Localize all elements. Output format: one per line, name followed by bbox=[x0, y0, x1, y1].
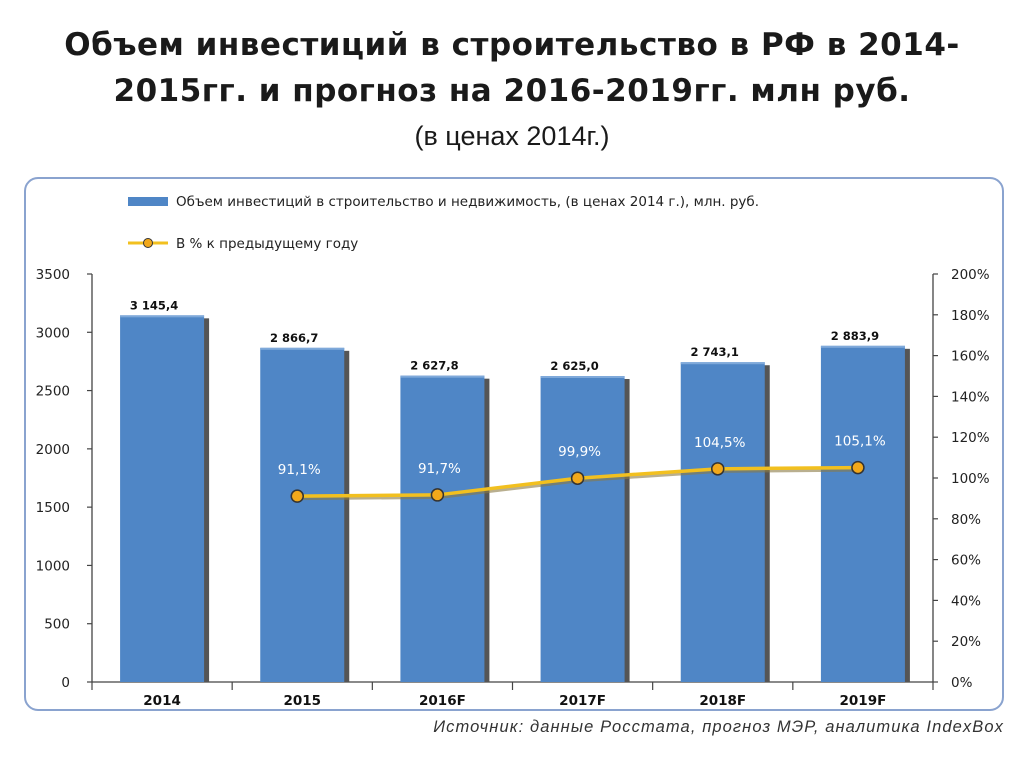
legend-bar-label: Объем инвестиций в строительство и недви… bbox=[176, 194, 759, 210]
source-note: Источник: данные Росстата, прогноз МЭР, … bbox=[433, 718, 1004, 736]
x-tick-label: 2019F bbox=[840, 693, 887, 709]
bar-highlight bbox=[120, 315, 205, 318]
y-right-tick-label: 100% bbox=[951, 471, 990, 487]
line-point bbox=[290, 489, 304, 503]
y-left-tick-label: 0 bbox=[61, 675, 70, 691]
bar bbox=[260, 347, 345, 682]
x-tick-label: 2014 bbox=[143, 693, 181, 709]
line-data-label: 91,7% bbox=[418, 461, 461, 477]
bar bbox=[680, 362, 765, 682]
title-block: Объем инвестиций в строительство в РФ в … bbox=[0, 22, 1024, 156]
bar-highlight bbox=[540, 376, 625, 378]
line-point bbox=[430, 488, 445, 502]
bar-data-label: 2 743,1 bbox=[691, 345, 739, 359]
bar bbox=[120, 315, 205, 682]
y-right-tick-label: 0% bbox=[951, 675, 973, 691]
y-left-tick-label: 3500 bbox=[36, 267, 70, 283]
bar bbox=[400, 375, 485, 682]
y-right-tick-label: 180% bbox=[951, 308, 990, 324]
y-left-tick-label: 1000 bbox=[36, 558, 70, 574]
y-right-tick-label: 140% bbox=[951, 389, 990, 405]
line-data-label: 99,9% bbox=[558, 444, 601, 460]
y-right-tick-label: 120% bbox=[951, 430, 990, 446]
bar-data-label: 2 625,0 bbox=[550, 359, 598, 373]
y-right-tick-label: 40% bbox=[951, 593, 981, 609]
y-right-tick-label: 200% bbox=[951, 267, 990, 283]
chart-title-line-2: 2015гг. и прогноз на 2016-2019гг. млн ру… bbox=[113, 73, 911, 109]
y-right-tick-label: 160% bbox=[951, 349, 990, 365]
line-point bbox=[711, 462, 725, 476]
y-left-tick-label: 2000 bbox=[36, 442, 70, 458]
x-tick-label: 2017F bbox=[559, 693, 606, 709]
legend-line-label: В % к предыдущему году bbox=[176, 236, 358, 252]
y-right-tick-label: 60% bbox=[951, 553, 981, 569]
x-tick-label: 2016F bbox=[419, 693, 466, 709]
bar-data-label: 2 627,8 bbox=[410, 359, 458, 373]
bar-data-label: 2 866,7 bbox=[270, 331, 318, 345]
line-data-label: 104,5% bbox=[694, 435, 746, 451]
line-point bbox=[570, 471, 585, 485]
line-data-label: 105,1% bbox=[834, 434, 886, 450]
bar-highlight bbox=[400, 375, 485, 378]
bar-highlight bbox=[680, 362, 765, 365]
x-tick-label: 2018F bbox=[699, 693, 746, 709]
bar bbox=[820, 345, 905, 682]
y-left-tick-label: 1500 bbox=[36, 500, 70, 516]
y-right-tick-label: 20% bbox=[951, 634, 981, 650]
x-tick-label: 2015 bbox=[283, 693, 321, 709]
bar bbox=[540, 376, 625, 682]
chart-subtitle: (в ценах 2014г.) bbox=[414, 121, 610, 151]
bar-data-label: 2 883,9 bbox=[831, 329, 879, 343]
y-left-tick-label: 500 bbox=[44, 617, 70, 633]
chart-title-line-1: Объем инвестиций в строительство в РФ в … bbox=[64, 27, 960, 63]
line-data-label: 91,1% bbox=[278, 462, 321, 478]
legend-bar-swatch bbox=[128, 197, 168, 206]
y-right-tick-label: 80% bbox=[951, 512, 981, 528]
y-left-tick-label: 2500 bbox=[36, 384, 70, 400]
bar-highlight bbox=[820, 345, 905, 348]
legend-line-marker bbox=[143, 238, 153, 248]
bar-data-label: 3 145,4 bbox=[130, 298, 178, 312]
bar-highlight bbox=[260, 347, 345, 350]
line-point bbox=[851, 460, 865, 475]
y-left-tick-label: 3000 bbox=[36, 325, 70, 341]
